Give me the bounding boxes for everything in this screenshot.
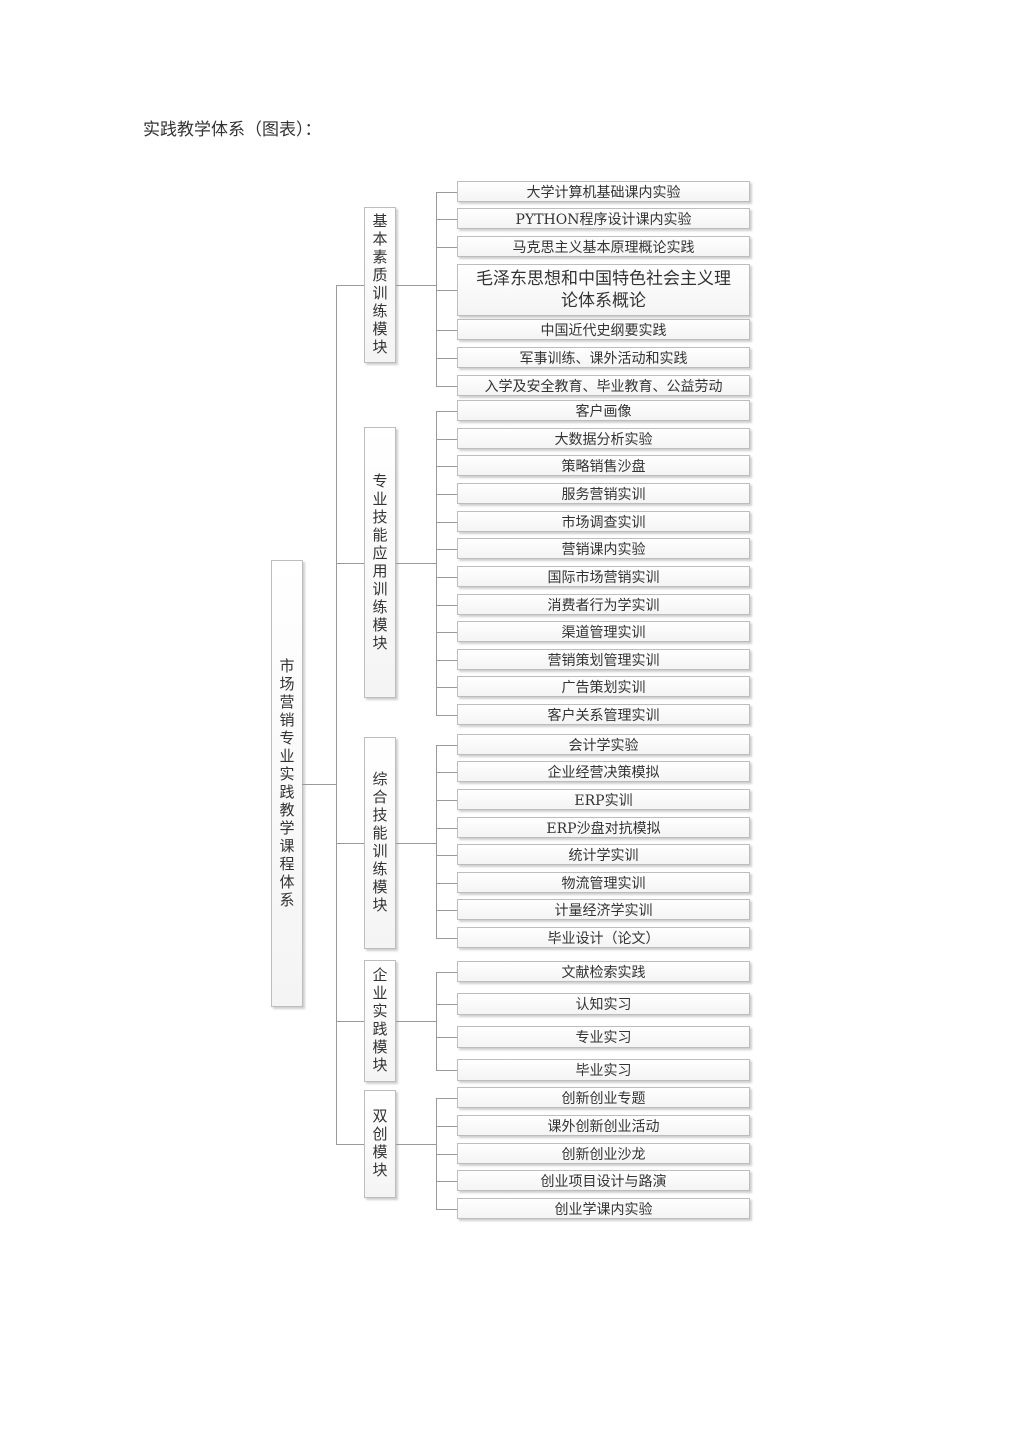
- leaf-connector: [436, 330, 457, 331]
- course-box: 创业项目设计与路演: [457, 1170, 750, 1191]
- course-box: 大学计算机基础课内实验: [457, 181, 750, 202]
- leaf-connector: [436, 715, 457, 716]
- root-connector: [302, 784, 336, 785]
- course-box: 专业实习: [457, 1026, 750, 1048]
- leaf-connector: [436, 660, 457, 661]
- course-box: 课外创新创业活动: [457, 1115, 750, 1136]
- leaf-connector: [436, 605, 457, 606]
- leaf-connector: [436, 910, 457, 911]
- course-box: 中国近代史纲要实践: [457, 319, 750, 340]
- page-title: 实践教学体系（图表）：: [143, 120, 322, 140]
- leaf-bracket-line: [436, 192, 437, 386]
- course-box: 营销课内实验: [457, 538, 750, 559]
- leaf-connector: [436, 411, 457, 412]
- course-box: 毕业实习: [457, 1059, 750, 1081]
- leaf-bracket-line: [436, 411, 437, 715]
- course-box: 会计学实验: [457, 734, 750, 755]
- leaf-connector: [436, 358, 457, 359]
- course-box: PYTHON程序设计课内实验: [457, 208, 750, 229]
- course-box: 创新创业专题: [457, 1087, 750, 1108]
- module-branch-line: [396, 1021, 436, 1022]
- leaf-bracket-line: [436, 745, 437, 938]
- root-node: 市场营销专业实践教学课程体系: [271, 560, 303, 1007]
- leaf-connector: [436, 1209, 457, 1210]
- leaf-connector: [436, 772, 457, 773]
- course-box: 计量经济学实训: [457, 899, 750, 920]
- leaf-connector: [436, 219, 457, 220]
- trunk-line: [336, 285, 337, 1144]
- course-box: 创业学课内实验: [457, 1198, 750, 1219]
- leaf-connector: [436, 800, 457, 801]
- course-box: 大数据分析实验: [457, 428, 750, 449]
- leaf-connector: [436, 632, 457, 633]
- leaf-connector: [436, 1181, 457, 1182]
- course-box: 认知实习: [457, 993, 750, 1015]
- module-branch-line: [396, 285, 436, 286]
- leaf-connector: [436, 972, 457, 973]
- course-box: 消费者行为学实训: [457, 594, 750, 615]
- module-connector: [336, 843, 364, 844]
- leaf-connector: [436, 1004, 457, 1005]
- course-box: 军事训练、课外活动和实践: [457, 347, 750, 368]
- leaf-connector: [436, 1037, 457, 1038]
- module-box: 综合技能训练模块: [364, 737, 396, 949]
- course-box: 服务营销实训: [457, 483, 750, 504]
- leaf-connector: [436, 938, 457, 939]
- course-box: ERP实训: [457, 789, 750, 810]
- leaf-connector: [436, 247, 457, 248]
- course-box: 企业经营决策模拟: [457, 761, 750, 782]
- course-box: 客户关系管理实训: [457, 704, 750, 725]
- module-connector: [336, 1144, 364, 1145]
- leaf-bracket-line: [436, 1098, 437, 1209]
- leaf-connector: [436, 494, 457, 495]
- leaf-connector: [436, 687, 457, 688]
- course-box: 国际市场营销实训: [457, 566, 750, 587]
- leaf-connector: [436, 386, 457, 387]
- course-box: 毛泽东思想和中国特色社会主义理论体系概论: [457, 264, 750, 316]
- leaf-connector: [436, 439, 457, 440]
- course-box: 客户画像: [457, 400, 750, 421]
- course-box: 策略销售沙盘: [457, 455, 750, 476]
- module-connector: [336, 563, 364, 564]
- course-box: 渠道管理实训: [457, 621, 750, 642]
- course-box: 统计学实训: [457, 844, 750, 865]
- leaf-connector: [436, 745, 457, 746]
- leaf-connector: [436, 1126, 457, 1127]
- course-box: 广告策划实训: [457, 676, 750, 697]
- course-box: 创新创业沙龙: [457, 1143, 750, 1164]
- course-box: ERP沙盘对抗模拟: [457, 817, 750, 838]
- course-box: 市场调查实训: [457, 511, 750, 532]
- course-box: 毕业设计（论文）: [457, 927, 750, 948]
- module-connector: [336, 1021, 364, 1022]
- leaf-connector: [436, 192, 457, 193]
- leaf-connector: [436, 855, 457, 856]
- leaf-connector: [436, 1070, 457, 1071]
- module-branch-line: [396, 843, 436, 844]
- leaf-connector: [436, 290, 457, 291]
- course-box: 入学及安全教育、毕业教育、公益劳动: [457, 375, 750, 396]
- course-box: 马克思主义基本原理概论实践: [457, 236, 750, 257]
- leaf-connector: [436, 1098, 457, 1099]
- module-branch-line: [396, 563, 436, 564]
- leaf-connector: [436, 466, 457, 467]
- leaf-bracket-line: [436, 972, 437, 1070]
- module-connector: [336, 285, 364, 286]
- course-box: 营销策划管理实训: [457, 649, 750, 670]
- course-box: 物流管理实训: [457, 872, 750, 893]
- leaf-connector: [436, 577, 457, 578]
- leaf-connector: [436, 549, 457, 550]
- module-box: 企业实践模块: [364, 960, 396, 1082]
- leaf-connector: [436, 1154, 457, 1155]
- module-box: 双创模块: [364, 1090, 396, 1198]
- module-box: 基本素质训练模块: [364, 207, 396, 363]
- module-branch-line: [396, 1144, 436, 1145]
- leaf-connector: [436, 522, 457, 523]
- course-box: 文献检索实践: [457, 961, 750, 982]
- leaf-connector: [436, 828, 457, 829]
- leaf-connector: [436, 883, 457, 884]
- module-box: 专业技能应用训练模块: [364, 427, 396, 698]
